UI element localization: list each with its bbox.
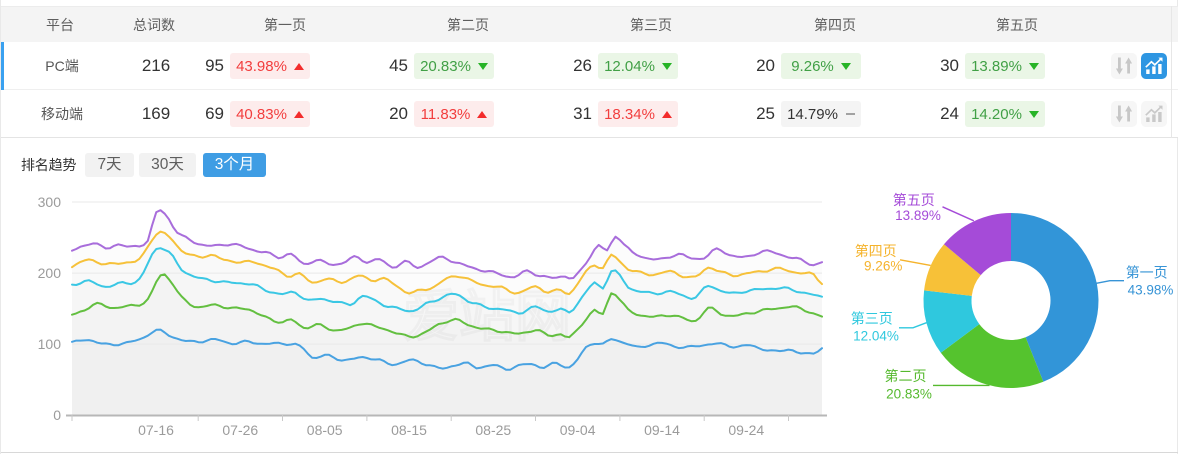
svg-text:100: 100 xyxy=(38,336,62,352)
svg-text:08-05: 08-05 xyxy=(307,422,343,438)
svg-text:第二页: 第二页 xyxy=(885,368,927,384)
svg-text:0: 0 xyxy=(53,407,61,423)
svg-text:200: 200 xyxy=(38,265,62,281)
svg-text:20.83%: 20.83% xyxy=(886,387,932,402)
svg-text:13.89%: 13.89% xyxy=(895,208,941,223)
svg-text:12.04%: 12.04% xyxy=(853,329,899,344)
svg-text:爱站网: 爱站网 xyxy=(403,285,571,348)
svg-text:09-24: 09-24 xyxy=(728,422,764,438)
svg-text:第四页: 第四页 xyxy=(855,243,897,259)
svg-text:09-14: 09-14 xyxy=(644,422,680,438)
svg-text:第三页: 第三页 xyxy=(851,311,893,327)
svg-text:07-26: 07-26 xyxy=(222,422,258,438)
svg-text:09-04: 09-04 xyxy=(560,422,596,438)
svg-text:08-25: 08-25 xyxy=(475,422,511,438)
svg-text:第一页: 第一页 xyxy=(1126,265,1168,281)
svg-text:第五页: 第五页 xyxy=(893,192,935,208)
svg-text:08-15: 08-15 xyxy=(391,422,427,438)
svg-text:300: 300 xyxy=(38,194,62,210)
svg-text:07-16: 07-16 xyxy=(138,422,174,438)
svg-text:43.98%: 43.98% xyxy=(1128,283,1174,298)
svg-text:9.26%: 9.26% xyxy=(864,259,902,274)
